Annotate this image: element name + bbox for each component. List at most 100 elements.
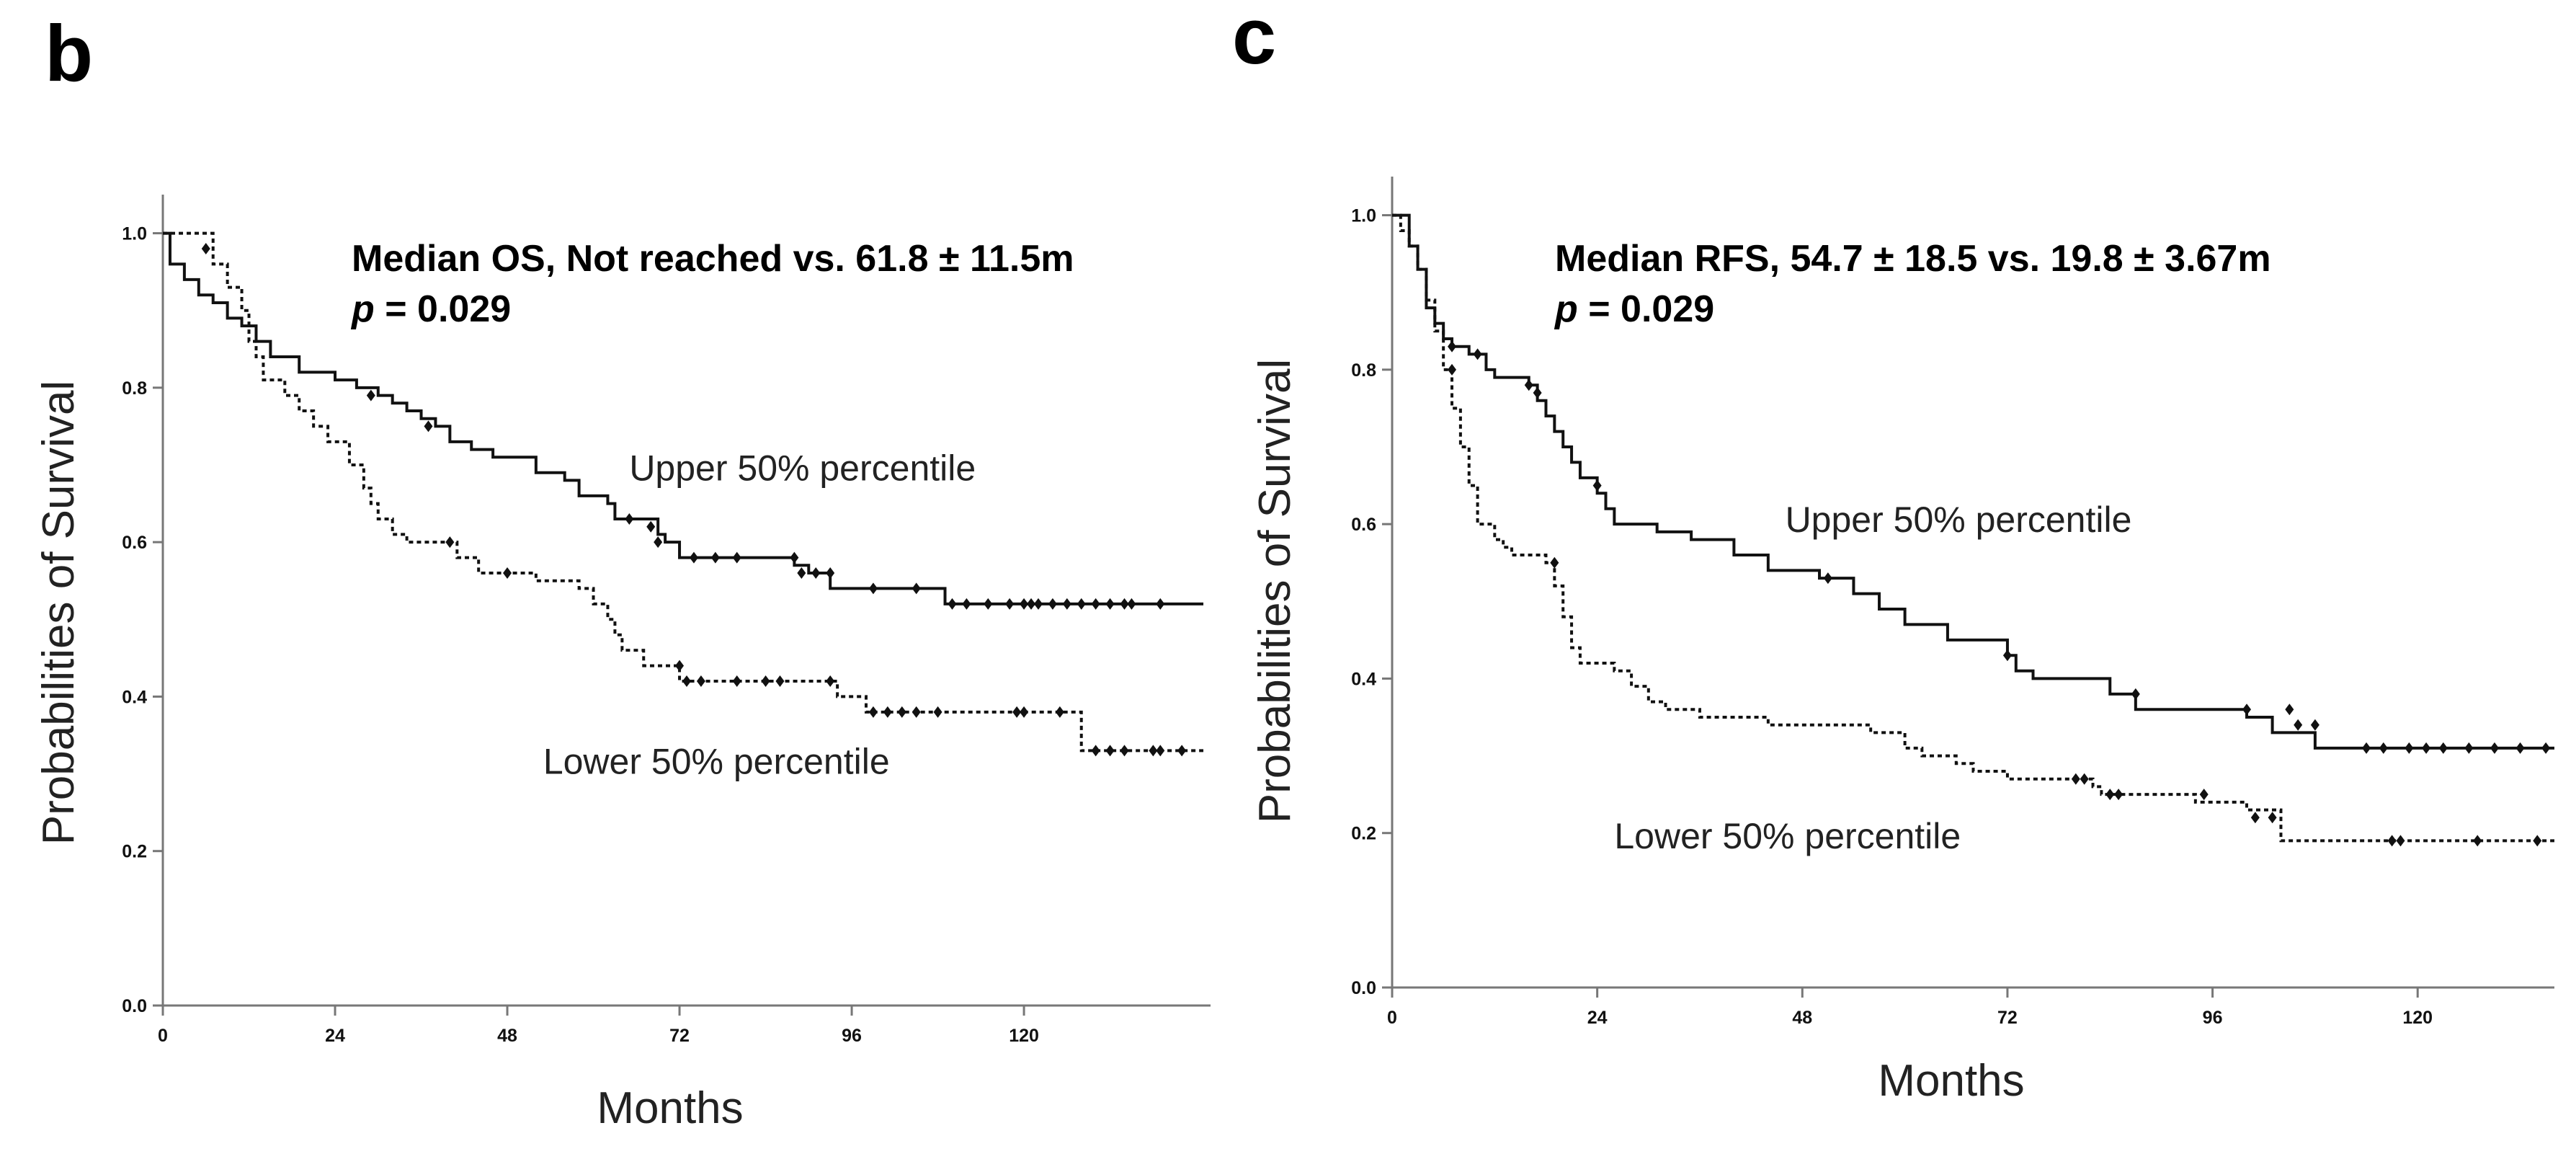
censor-mark: [912, 706, 921, 718]
censor-mark: [2379, 742, 2388, 754]
censor-mark: [1105, 745, 1115, 757]
censor-mark: [1020, 598, 1029, 610]
censor-mark: [948, 598, 957, 610]
x-tick-label: 72: [669, 1026, 690, 1046]
y-tick-label: 1.0: [122, 224, 147, 244]
series-label-lower: Lower 50% percentile: [543, 742, 890, 782]
censor-mark: [2422, 742, 2431, 754]
censor-mark: [1823, 572, 1832, 585]
censor-mark: [1550, 556, 1559, 569]
pvalue-italic-c: p: [1554, 288, 1578, 330]
censor-mark: [775, 675, 785, 687]
censor-mark: [883, 706, 892, 718]
censor-mark: [1048, 598, 1057, 610]
x-tick-label: 24: [1587, 1008, 1608, 1028]
censor-mark: [2541, 742, 2551, 754]
censor-mark: [984, 598, 993, 610]
censor-mark: [2002, 649, 2012, 662]
x-tick-label: 48: [1792, 1008, 1812, 1028]
censor-mark: [625, 513, 634, 525]
censor-mark: [933, 706, 942, 718]
censor-mark: [1105, 598, 1115, 610]
annotation-b-pvalue: p = 0.029: [350, 288, 511, 330]
censor-mark: [654, 536, 663, 549]
censor-mark: [1592, 479, 1602, 492]
y-tick-label: 0.4: [1351, 669, 1376, 689]
censor-mark: [1027, 598, 1036, 610]
censor-mark: [1120, 598, 1129, 610]
censor-mark: [962, 598, 971, 610]
censor-mark: [1033, 598, 1043, 610]
censor-mark: [761, 675, 770, 687]
censor-mark: [811, 567, 821, 579]
censor-mark: [2362, 742, 2371, 754]
x-tick-label: 48: [497, 1026, 517, 1046]
censor-mark: [2285, 704, 2294, 716]
censor-mark: [1156, 745, 1165, 757]
y-tick-label: 0.6: [1351, 515, 1376, 535]
censor-mark: [790, 551, 799, 564]
censor-mark: [732, 675, 741, 687]
censor-mark: [1062, 598, 1071, 610]
censor-mark: [1177, 745, 1187, 757]
censor-mark: [445, 536, 455, 549]
pvalue-italic-b: p: [350, 288, 375, 330]
y-tick-label: 0.0: [1351, 978, 1376, 998]
censor-mark: [1149, 745, 1158, 757]
censor-mark: [424, 420, 433, 432]
censor-mark: [1077, 598, 1086, 610]
y-axis-title-c: Probabilities of Survival: [1250, 359, 1300, 823]
censor-mark: [2294, 719, 2303, 731]
censor-mark: [868, 706, 878, 718]
pvalue-rest-c: = 0.029: [1578, 288, 1714, 330]
censor-mark: [2438, 742, 2448, 754]
y-tick-label: 0.0: [122, 996, 147, 1016]
censor-mark: [2396, 835, 2405, 847]
censor-mark: [826, 567, 835, 579]
series-label-upper: Upper 50% percentile: [1786, 500, 2132, 540]
series-label-lower: Lower 50% percentile: [1614, 816, 1961, 856]
x-tick-label: 0: [1387, 1008, 1397, 1028]
censor-mark: [2490, 742, 2499, 754]
series-line-upper: [163, 231, 1204, 605]
censor-mark: [675, 660, 685, 672]
pvalue-rest-b: = 0.029: [375, 288, 511, 330]
x-tick-label: 120: [1009, 1026, 1039, 1046]
x-tick-label: 72: [1997, 1008, 2018, 1028]
x-tick-label: 96: [2203, 1008, 2223, 1028]
y-tick-label: 0.8: [122, 378, 147, 399]
censor-mark: [2250, 812, 2260, 824]
censor-mark: [2080, 773, 2089, 785]
series-line-lower: [163, 231, 1204, 753]
censor-mark: [1533, 387, 1542, 399]
annotation-b-line1: Median OS, Not reached vs. 61.8 ± 11.5m: [352, 238, 1074, 280]
y-tick-label: 0.6: [122, 533, 147, 553]
censor-mark: [2473, 835, 2482, 847]
chart-panel-b: b 0 24 48 72 96 120 0.0 0.2 0.4 0.6 0.8 1.0 Median …: [34, 9, 1211, 1133]
chart-panel-c: c 0 24 48 72 96 120 0.0 0.2 0.4 0.6 0.8 1.0 Median …: [1232, 0, 2554, 1106]
censor-mark: [2114, 789, 2123, 801]
censor-mark: [503, 567, 512, 579]
censor-mark: [2405, 742, 2414, 754]
y-tick-label: 0.8: [1351, 360, 1376, 381]
panel-letter-c: c: [1232, 0, 1276, 81]
censor-mark: [1091, 598, 1100, 610]
censor-mark: [1127, 598, 1136, 610]
censor-mark: [2131, 688, 2140, 700]
censor-mark: [2268, 812, 2277, 824]
annotation-c-pvalue: p = 0.029: [1554, 288, 1714, 330]
x-axis-title-b: Months: [597, 1083, 743, 1133]
censor-mark: [1091, 745, 1100, 757]
censor-mark: [2464, 742, 2474, 754]
censor-mark: [710, 551, 720, 564]
censor-mark: [797, 567, 806, 579]
censor-mark: [826, 675, 835, 687]
y-tick-label: 0.2: [1351, 824, 1376, 844]
panel-letter-b: b: [45, 9, 93, 98]
series-label-upper: Upper 50% percentile: [629, 448, 976, 488]
censor-mark: [912, 582, 921, 595]
x-tick-label: 24: [325, 1026, 345, 1046]
censor-mark: [689, 551, 698, 564]
censor-mark: [1055, 706, 1064, 718]
censor-mark: [201, 243, 210, 254]
